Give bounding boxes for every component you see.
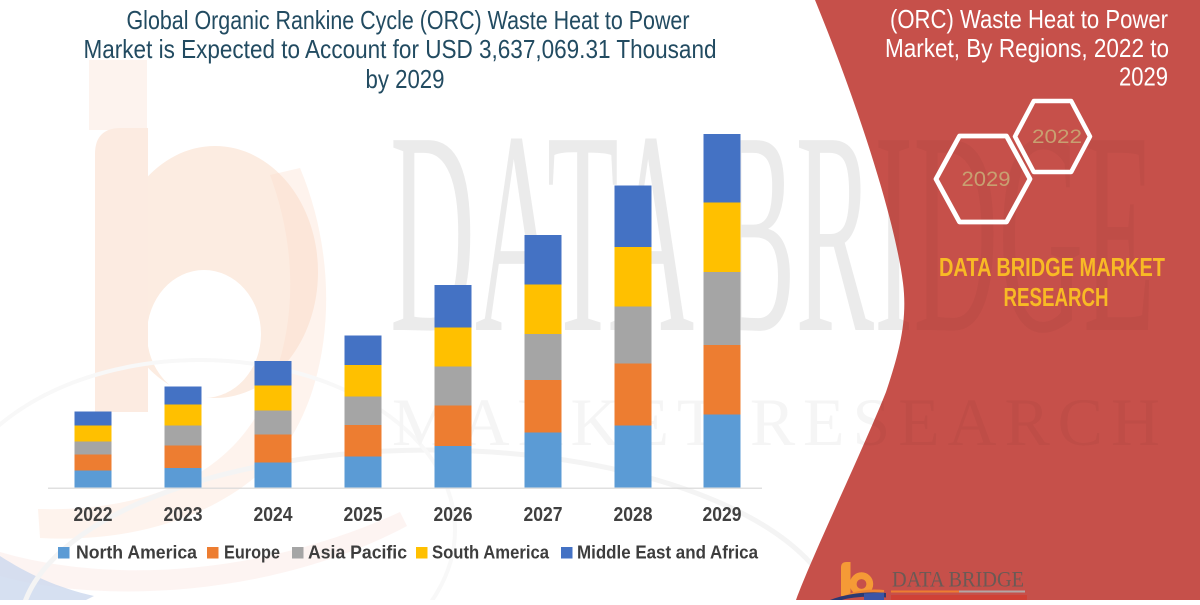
svg-text:2028: 2028: [614, 504, 653, 526]
svg-text:DATA BRIDGE: DATA BRIDGE: [892, 567, 1024, 592]
svg-text:2022: 2022: [1032, 127, 1082, 148]
svg-text:Middle East and Africa: Middle East and Africa: [577, 543, 759, 563]
svg-text:Market is Expected to Account: Market is Expected to Account for USD 3,…: [84, 34, 717, 64]
svg-text:Europe: Europe: [224, 543, 280, 563]
svg-text:Market, By Regions, 2022 to: Market, By Regions, 2022 to: [885, 33, 1169, 63]
svg-text:Asia Pacific: Asia Pacific: [308, 543, 407, 563]
svg-text:RESEARCH: RESEARCH: [1004, 282, 1109, 312]
svg-text:2025: 2025: [344, 504, 383, 526]
svg-text:by 2029: by 2029: [366, 64, 445, 94]
svg-text:2029: 2029: [703, 504, 742, 526]
svg-text:2027: 2027: [524, 504, 563, 526]
svg-text:North America: North America: [76, 543, 198, 563]
svg-text:Global Organic Rankine Cycle (: Global Organic Rankine Cycle (ORC) Waste…: [127, 5, 690, 35]
svg-text:2029: 2029: [962, 168, 1011, 191]
svg-text:2024: 2024: [254, 504, 294, 526]
svg-text:DATA BRIDGE MARKET: DATA BRIDGE MARKET: [939, 252, 1165, 282]
svg-text:(ORC) Waste Heat to Power: (ORC) Waste Heat to Power: [890, 4, 1168, 34]
svg-text:South America: South America: [432, 543, 550, 563]
svg-text:2023: 2023: [164, 504, 203, 526]
svg-text:2022: 2022: [74, 504, 113, 526]
svg-text:2029: 2029: [1119, 62, 1168, 92]
svg-text:2026: 2026: [434, 504, 473, 526]
